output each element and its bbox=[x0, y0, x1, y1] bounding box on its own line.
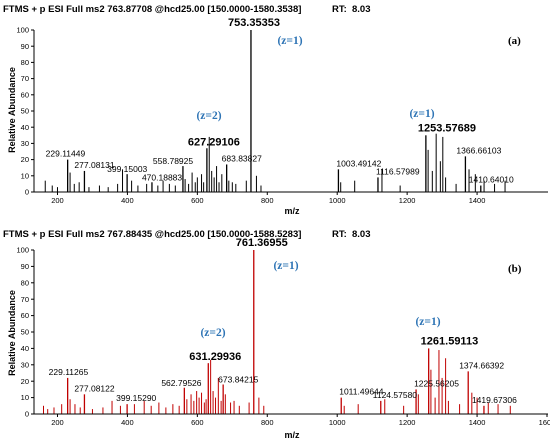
peak-mz-label: 1261.59113 bbox=[421, 335, 479, 347]
panel-b-rt-value: 8.03 bbox=[352, 229, 371, 240]
peak-mz-label: 1374.66392 bbox=[459, 360, 504, 370]
peak-mz-label: 229.11265 bbox=[49, 367, 89, 377]
peak-mz-label: 399.15003 bbox=[107, 164, 147, 174]
peak-mz-label: 673.84215 bbox=[218, 374, 258, 384]
peak-mz-label: 470.18883 bbox=[142, 172, 182, 182]
panel-b-tag: (b) bbox=[508, 263, 522, 275]
x-tick-label: 1400 bbox=[469, 196, 486, 205]
peak-mz-label: 1410.64010 bbox=[469, 175, 514, 185]
y-tick-label: 40 bbox=[21, 123, 29, 132]
x-tick-label: 800 bbox=[261, 196, 274, 205]
peak-mz-label: 229.11449 bbox=[46, 149, 86, 159]
peak-mz-label: 761.36955 bbox=[236, 237, 288, 249]
y-tick-label: 80 bbox=[21, 278, 29, 287]
y-tick-label: 20 bbox=[21, 377, 29, 386]
y-tick-label: 60 bbox=[21, 311, 29, 320]
y-tick-label: 70 bbox=[21, 295, 29, 304]
x-tick-label: 400 bbox=[121, 196, 134, 205]
panel-a-header: FTMS + p ESI Full ms2 763.87708 @hcd25.0… bbox=[3, 4, 301, 15]
panel-a-tag: (a) bbox=[508, 35, 521, 47]
y-tick-label: 60 bbox=[21, 90, 29, 99]
y-tick-label: 10 bbox=[21, 393, 29, 402]
peak-mz-label: 277.08122 bbox=[74, 383, 114, 393]
x-tick-label: 600 bbox=[191, 196, 204, 205]
peak-mz-label: 1116.57989 bbox=[376, 166, 420, 176]
y-tick-label: 90 bbox=[21, 42, 29, 51]
y-tick-label: 20 bbox=[21, 155, 29, 164]
panel-a-rt-label: RT: bbox=[332, 4, 347, 15]
panel-a: FTMS + p ESI Full ms2 763.87708 @hcd25.0… bbox=[3, 4, 548, 216]
panel-a-x-axis-label: m/z bbox=[284, 206, 300, 216]
peak-mz-label: 1419.67306 bbox=[472, 395, 517, 405]
peak-mz-label: 558.78925 bbox=[153, 156, 193, 166]
y-tick-label: 100 bbox=[16, 246, 29, 255]
panel-b-x-ticks: 200 400 600 800 1000 1200 1400 1600 bbox=[51, 414, 550, 427]
peak-mz-label: 399.15290 bbox=[116, 393, 156, 403]
peak-mz-label: 627.29106 bbox=[188, 136, 240, 148]
peak-mz-label: 1253.57689 bbox=[418, 122, 476, 134]
peak-mz-label: 277.08131 bbox=[74, 160, 114, 170]
x-tick-label: 1000 bbox=[329, 196, 346, 205]
panel-b-charge-annotation-1261: (z=1) bbox=[415, 316, 440, 328]
peak-mz-label: 1366.66103 bbox=[456, 145, 501, 155]
x-tick-label: 1400 bbox=[469, 418, 486, 427]
peak-mz-label: 1003.49142 bbox=[336, 158, 381, 168]
panel-a-y-ticks: 0 10 20 30 40 50 60 70 80 90 100 bbox=[16, 26, 34, 197]
y-tick-label: 0 bbox=[25, 410, 29, 419]
panel-b-header: FTMS + p ESI Full ms2 767.88435 @hcd25.0… bbox=[3, 229, 301, 240]
x-tick-label: 800 bbox=[261, 418, 274, 427]
y-tick-label: 90 bbox=[21, 262, 29, 271]
panel-b-y-ticks: 0 10 20 30 40 50 60 70 80 90 100 bbox=[16, 246, 34, 419]
x-tick-label: 1200 bbox=[399, 418, 416, 427]
y-tick-label: 10 bbox=[21, 171, 29, 180]
panel-a-minor-peaks bbox=[44, 133, 506, 192]
y-tick-label: 100 bbox=[16, 26, 29, 35]
panel-b-x-axis-label: m/z bbox=[284, 430, 300, 440]
peak-mz-label: 1124.57580 bbox=[373, 390, 418, 400]
peak-mz-label: 753.35353 bbox=[228, 17, 280, 29]
panel-a-charge-annotation-753: (z=1) bbox=[277, 35, 302, 47]
panel-a-rt-value: 8.03 bbox=[352, 4, 371, 15]
y-tick-label: 80 bbox=[21, 58, 29, 67]
peak-mz-label: 631.29936 bbox=[189, 351, 241, 363]
panel-b-charge-annotation-761: (z=1) bbox=[273, 260, 298, 272]
x-tick-label: 200 bbox=[51, 196, 64, 205]
panel-a-charge-annotation-1253: (z=1) bbox=[409, 108, 434, 120]
panel-a-y-axis-label: Relative Abundance bbox=[7, 67, 17, 153]
peak-mz-label: 1225.56205 bbox=[414, 378, 459, 388]
y-tick-label: 0 bbox=[25, 188, 29, 197]
panel-b-y-axis-label: Relative Abundance bbox=[7, 290, 17, 376]
panel-a-labelled-peaks bbox=[67, 30, 482, 192]
x-tick-label: 1200 bbox=[399, 196, 416, 205]
x-tick-label: 1600 bbox=[539, 418, 550, 427]
panel-b: FTMS + p ESI Full ms2 767.88435 @hcd25.0… bbox=[3, 229, 550, 440]
y-tick-label: 30 bbox=[21, 139, 29, 148]
x-tick-label: 200 bbox=[51, 418, 64, 427]
panel-b-labelled-peaks bbox=[67, 250, 485, 414]
peak-mz-label: 1011.49644 bbox=[339, 387, 384, 397]
panel-b-charge-annotation-631: (z=2) bbox=[200, 327, 225, 339]
y-tick-label: 50 bbox=[21, 107, 29, 116]
peak-mz-label: 562.79526 bbox=[161, 378, 201, 388]
panel-b-rt-label: RT: bbox=[332, 229, 347, 240]
y-tick-label: 50 bbox=[21, 328, 29, 337]
panel-a-charge-annotation-627: (z=2) bbox=[196, 110, 221, 122]
y-tick-label: 70 bbox=[21, 74, 29, 83]
x-tick-label: 1000 bbox=[329, 418, 346, 427]
panel-a-x-ticks: 200 400 600 800 1000 1200 1400 bbox=[51, 192, 485, 205]
y-tick-label: 30 bbox=[21, 360, 29, 369]
panel-b-minor-peaks bbox=[42, 350, 511, 414]
x-tick-label: 600 bbox=[191, 418, 204, 427]
y-tick-label: 40 bbox=[21, 344, 29, 353]
peak-mz-label: 683.83827 bbox=[222, 153, 262, 163]
x-tick-label: 400 bbox=[121, 418, 134, 427]
